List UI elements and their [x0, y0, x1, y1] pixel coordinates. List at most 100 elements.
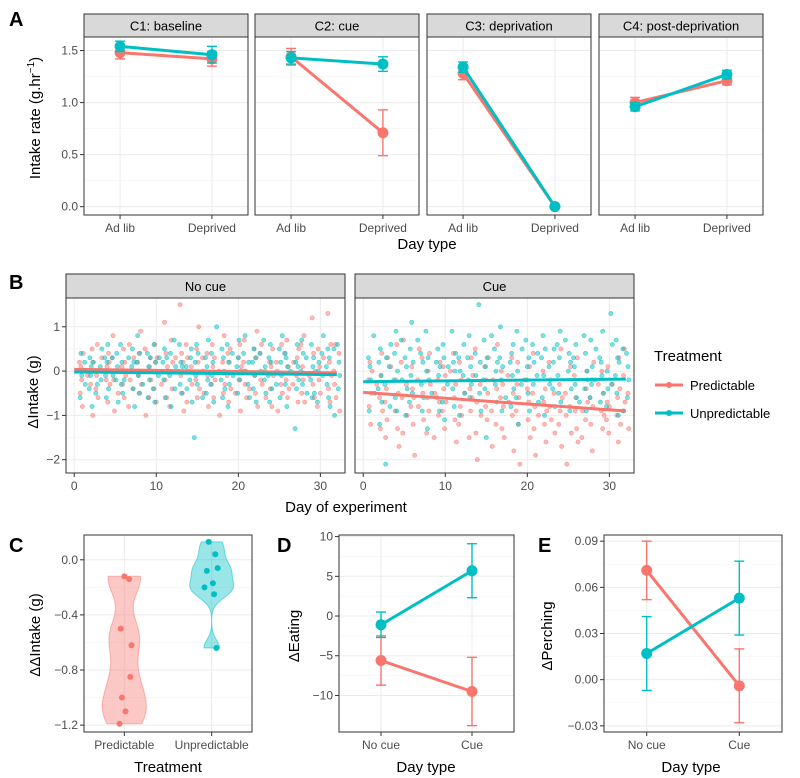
panel-b-facet-no-cue-unpredictable-point [229, 350, 235, 356]
panel-b-facet-cue-unpredictable-point [442, 417, 447, 423]
panel-e-unpredictable-point-0-053 [733, 592, 745, 604]
panel-b-facet-cue-unpredictable-point [435, 346, 441, 352]
panel-b-facet-no-cue-predictable-point [189, 381, 195, 387]
panel-b-facet-cue-predictable-point [622, 399, 628, 405]
panel-b-facet-cue-unpredictable-point [394, 408, 400, 414]
panel-b-facet-cue-unpredictable-point [510, 342, 516, 347]
panel-b-facet-no-cue-unpredictable-point [327, 404, 333, 409]
panel-b-facet-cue-predictable-point [368, 421, 374, 427]
panel-b-facet-no-cue-predictable-point [138, 328, 143, 334]
panel-b-facet-cue-predictable-point [588, 421, 594, 427]
panel-b-facet-no-cue-unpredictable-point [320, 333, 326, 339]
panel-b-facet-cue-unpredictable-point [605, 386, 611, 392]
panel-b-facet-cue-predictable-point [420, 390, 426, 396]
panel-b-facet-no-cue-unpredictable-point [250, 359, 255, 365]
panel-d-unpredictable-line [380, 569, 473, 627]
panel-b-facet-no-cue-unpredictable-point [136, 390, 142, 396]
panel-b-facet-cue-unpredictable-point [450, 386, 456, 392]
panel-b-facet-cue-unpredictable-point [461, 342, 467, 347]
panel-b-facet-no-cue-unpredictable-point [153, 359, 158, 365]
panel-c-unpredictable-point [212, 551, 219, 558]
panel-b-facet-cue-unpredictable-point [567, 408, 573, 414]
panel-e-y-tick-label: 0.09 [575, 534, 599, 548]
panel-b-facet-cue-unpredictable-point [581, 333, 587, 339]
panel-b-facet-cue-unpredictable-point [465, 355, 471, 361]
panel-b-facet-no-cue-unpredictable-point [316, 359, 322, 365]
panel-b-facet-cue-unpredictable-point [509, 373, 515, 378]
panel-b-facet-no-cue-unpredictable-point [210, 359, 216, 365]
panel-b-facet-no-cue-predictable-point [273, 359, 279, 365]
panel-c-unpredictable-point [203, 567, 210, 574]
panel-b-facet-cue-unpredictable-point [409, 319, 415, 325]
panel-b-facet-cue-unpredictable-point [379, 399, 385, 405]
panel-c-unpredictable-point [214, 565, 221, 572]
panel-b-facet-no-cue-predictable-point [103, 377, 109, 383]
panel-b-facet-no-cue-unpredictable-point [194, 381, 200, 387]
panel-b-facet-no-cue-predictable-point [94, 342, 100, 347]
panel-b-facet-cue-predictable-point [557, 381, 562, 387]
panel-b-facet-no-cue-predictable-point [327, 399, 333, 405]
panel-b-facet-cue-unpredictable-point [539, 395, 545, 401]
panel-b-facet-cue-unpredictable-point [509, 350, 515, 356]
panel-b-facet-no-cue-predictable-point [300, 364, 305, 370]
legend-swatch-predictable-dot [666, 382, 672, 388]
panel-b-facet-cue-predictable-point [466, 435, 472, 440]
panel-b-facet-cue-predictable-point [416, 346, 422, 352]
panel-e-x-tick-label: Cue [728, 738, 750, 752]
panel-c-chart: ΔΔIntake (g) Treatment 0.0 −0.4 −0.8 −1.2 Pr… [27, 534, 253, 776]
panel-b-facet-cue-unpredictable-point [492, 346, 497, 352]
panel-b-facet-cue-unpredictable-point [513, 395, 519, 401]
panel-b-facet-cue-predictable-point [505, 373, 511, 378]
panel-b-facet-no-cue-predictable-point [309, 315, 315, 321]
panel-b-facet-no-cue-predictable-point [286, 386, 292, 392]
panel-b-facet-cue-predictable-point [427, 350, 432, 356]
panel-b-facet-cue-predictable-point [589, 448, 595, 454]
panel-b-facet-cue-predictable-point [548, 417, 554, 423]
panel-b-facet-no-cue-unpredictable-point [126, 355, 132, 361]
panel-b-facet-cue-predictable-point [571, 373, 577, 378]
panel-b-facet-cue-predictable-point [436, 413, 441, 418]
panel-b-facet-cue-predictable-point [400, 430, 406, 436]
panel-b-facet-cue-unpredictable-point [456, 355, 462, 361]
panel-a-facet-2-strip [254, 13, 420, 38]
panel-b-facet-no-cue-unpredictable-point [79, 373, 85, 378]
panel-b-facet-cue-unpredictable-point [451, 404, 457, 409]
panel-d-y-label: ΔEating [286, 610, 303, 663]
panel-b-facet-no-cue-unpredictable-point [161, 377, 167, 383]
panel-b-facet-cue-unpredictable-point [371, 333, 377, 339]
panel-b-facet-no-cue-unpredictable-point [187, 377, 193, 383]
panel-b-facet-cue-unpredictable-point [574, 395, 579, 401]
panel-b-facet-cue-unpredictable-point [625, 364, 631, 370]
panel-e-y-tick-label: 0.06 [575, 580, 599, 594]
panel-a-facet-2-strip-title: C2: cue [315, 19, 360, 34]
panel-b-facet-cue-unpredictable-point [558, 399, 564, 405]
panel-b-facet-cue-unpredictable-point [503, 395, 509, 401]
panel-b-facet-cue-predictable-point [604, 417, 609, 423]
panel-b-y-label: ΔIntake (g) [25, 355, 42, 428]
panel-b-facet-cue-predictable-point [499, 426, 505, 432]
panel-d-border [338, 534, 515, 733]
panel-b-facet-no-cue-unpredictable-point [179, 390, 185, 396]
panel-b-facet-cue-predictable-point [484, 417, 490, 423]
panel-b-facet-cue-unpredictable-point [449, 328, 455, 334]
panel-b-facet-no-cue-unpredictable-point [99, 346, 105, 352]
panel-b-facet-no-cue-predictable-point [93, 386, 99, 392]
panel-b-facet-no-cue-unpredictable-point [310, 364, 316, 370]
panel-b-facet-cue-predictable-point [615, 439, 621, 445]
panel-b-facet-no-cue-predictable-point [333, 395, 339, 401]
panel-b-facet-no-cue-unpredictable-point [206, 337, 211, 343]
panel-b-facet-cue-predictable-point [625, 390, 631, 396]
panel-b-facet-cue-unpredictable-point [407, 346, 413, 352]
panel-d-x-tick-label: No cue [362, 738, 400, 752]
panel-b-facet-no-cue-unpredictable-point [137, 350, 143, 356]
panel-b-facet-cue-unpredictable-point [597, 355, 603, 361]
panel-b-facet-no-cue-predictable-point [279, 390, 285, 396]
panel-b-facet-cue-unpredictable-point [530, 381, 536, 387]
panel-b-facet-cue-predictable-point [509, 355, 515, 361]
panel-b-facet-no-cue-unpredictable-point [278, 359, 284, 365]
panel-c-background [84, 535, 252, 732]
panel-b-facet-no-cue-unpredictable-point [235, 390, 240, 396]
panel-b-facet-cue-unpredictable-point [481, 337, 487, 343]
panel-b-facet-no-cue-unpredictable-point [195, 350, 201, 356]
panel-b-facet-cue-unpredictable-point [445, 364, 451, 370]
